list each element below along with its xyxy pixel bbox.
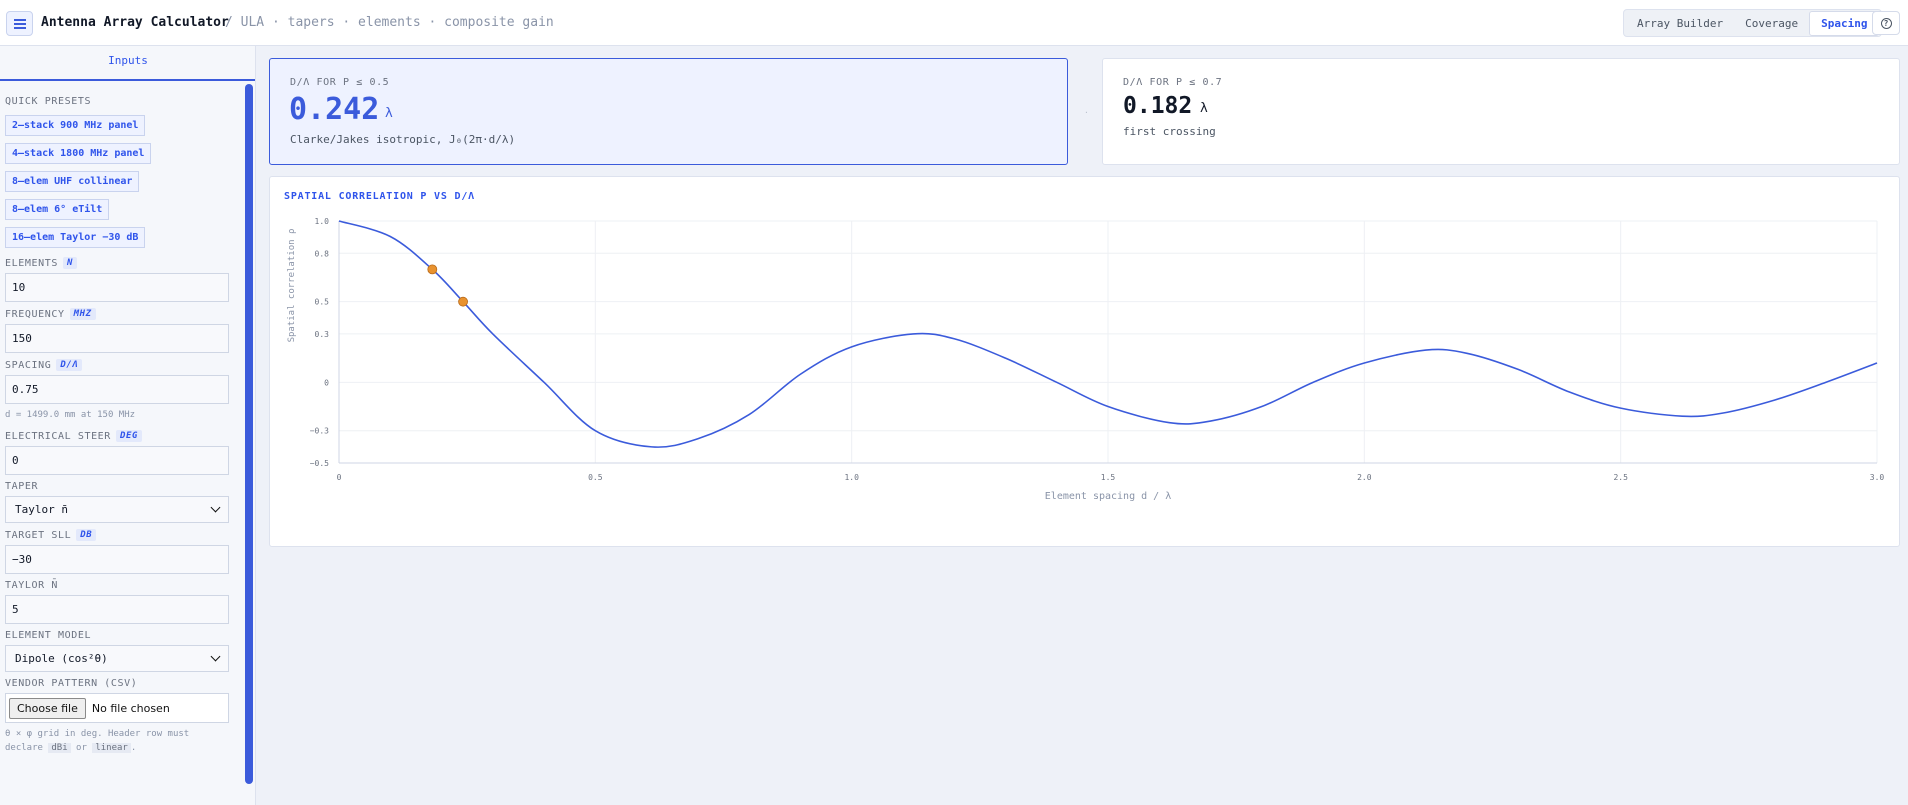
spacing-label-text: SPACING <box>5 359 52 371</box>
hamburger-icon <box>13 19 26 29</box>
x-tick-label: 0.5 <box>588 473 603 482</box>
kpi-card-rho-07: D/Λ FOR Ρ ≤ 0.7 0.182 λ first crossing <box>1102 58 1900 165</box>
taper-select[interactable]: Taylor n̄ <box>5 496 229 523</box>
preset-button[interactable]: 4–stack 1800 MHz panel <box>5 143 152 164</box>
help-button[interactable]: ? <box>1872 11 1900 35</box>
vendor-pattern-file-input: Choose file No file chosen <box>5 693 229 723</box>
target-sll-unit: DB <box>76 529 97 541</box>
y-tick-label: 0.3 <box>315 330 330 339</box>
y-tick-label: 0.5 <box>315 298 330 307</box>
elements-unit: N <box>62 257 77 269</box>
taylor-nbar-input[interactable] <box>5 595 229 624</box>
correlation-chart: 1.0 0.8 0.5 0.3 0 −0.3 −0.5 0 0.5 1.0 1.5 2.0 2.5 3.0… <box>287 217 1885 502</box>
kpi-unit: λ <box>385 106 393 121</box>
chart-title: SPATIAL CORRELATION Ρ VS D/Λ <box>284 191 475 202</box>
threshold-marker <box>458 296 468 307</box>
tab-inputs[interactable]: Inputs <box>0 46 255 81</box>
menu-button[interactable] <box>6 11 33 36</box>
x-tick-label: 2.0 <box>1357 473 1372 482</box>
kpi-value: 0.182 <box>1123 93 1193 119</box>
frequency-label: FREQUENCY MHZ <box>5 308 230 320</box>
frequency-label-text: FREQUENCY <box>5 308 65 320</box>
correlation-series-line <box>338 220 1878 448</box>
target-sll-input[interactable] <box>5 545 229 574</box>
elements-label-text: ELEMENTS <box>5 257 58 269</box>
preset-button[interactable]: 8–elem 6° eTilt <box>5 199 110 220</box>
vendor-hint-text-a: θ × φ grid in deg. Header row must decla… <box>5 729 190 753</box>
kpi-subtitle: first crossing <box>1123 125 1216 138</box>
y-tick-label: 0 <box>324 378 329 387</box>
file-status: No file chosen <box>91 701 170 715</box>
correlation-chart-card: SPATIAL CORRELATION Ρ VS D/Λ 1.0 0.8 0.5 0.… <box>269 176 1900 547</box>
target-sll-label-text: TARGET SLL <box>5 529 72 541</box>
kpi-label: D/Λ FOR Ρ ≤ 0.5 <box>290 77 390 88</box>
y-tick-label: −0.3 <box>310 427 329 436</box>
tab-spacing[interactable]: Spacing <box>1809 10 1880 36</box>
tab-coverage[interactable]: Coverage <box>1745 16 1799 30</box>
y-axis-label: Spatial correlation ρ <box>287 229 297 343</box>
steer-unit: DEG <box>115 430 142 442</box>
y-tick-label: 1.0 <box>315 217 330 226</box>
x-tick-label: 1.5 <box>1101 473 1116 482</box>
target-sll-label: TARGET SLL DB <box>5 529 230 541</box>
choose-file-button[interactable]: Choose file <box>9 697 86 719</box>
x-tick-label: 0 <box>337 473 342 482</box>
steer-input[interactable] <box>5 446 229 475</box>
kpi-card-rho-05: D/Λ FOR Ρ ≤ 0.5 0.242 λ Clarke/Jakes iso… <box>269 58 1068 165</box>
presets-label: QUICK PRESETS <box>5 96 92 107</box>
chevron-down-icon <box>210 502 221 513</box>
element-model-value: Dipole (cos²θ) <box>15 652 108 665</box>
element-model-label: ELEMENT MODEL <box>5 630 92 641</box>
steer-label-text: ELECTRICAL STEER <box>5 430 111 442</box>
taper-label: TAPER <box>5 481 39 492</box>
taper-value: Taylor n̄ <box>15 503 68 516</box>
app-title: Antenna Array Calculator <box>41 15 229 30</box>
x-tick-label: 2.5 <box>1613 473 1628 482</box>
preset-button[interactable]: 16–elem Taylor −30 dB <box>5 227 146 248</box>
preset-button[interactable]: 2–stack 900 MHz panel <box>5 115 146 136</box>
spacing-label: SPACING D/Λ <box>5 359 230 371</box>
sidebar: Inputs QUICK PRESETS 2–stack 900 MHz pan… <box>0 46 256 805</box>
vendor-hint-text-b: or <box>76 743 87 753</box>
sidebar-scrollbar[interactable] <box>245 84 253 784</box>
chevron-down-icon <box>210 651 221 662</box>
spacing-hint: d = 1499.0 mm at 150 MHz <box>5 410 136 420</box>
x-axis-label: Element spacing d / λ <box>1045 491 1171 502</box>
kpi-unit: λ <box>1200 101 1208 116</box>
spacing-unit: D/Λ <box>56 359 83 371</box>
x-tick-label: 3.0 <box>1870 473 1885 482</box>
vendor-pattern-label: VENDOR PATTERN (CSV) <box>5 678 138 689</box>
view-tabs: Array Builder Coverage Spacing <box>1623 9 1883 37</box>
vendor-hint-code-linear: linear <box>92 743 131 753</box>
vendor-hint-code-dbi: dBi <box>48 743 71 753</box>
help-icon: ? <box>1880 17 1892 29</box>
elements-input[interactable] <box>5 273 229 302</box>
x-tick-label: 1.0 <box>844 473 859 482</box>
vendor-pattern-hint: θ × φ grid in deg. Header row must decla… <box>5 727 230 755</box>
tab-array-builder[interactable]: Array Builder <box>1637 16 1724 30</box>
frequency-unit: MHZ <box>69 308 96 320</box>
element-model-select[interactable]: Dipole (cos²θ) <box>5 645 229 672</box>
frequency-input[interactable] <box>5 324 229 353</box>
kpi-subtitle: Clarke/Jakes isotropic, J₀(2π·d/λ) <box>290 133 516 146</box>
threshold-marker <box>427 264 438 275</box>
breadcrumb: / ULA · tapers · elements · composite ga… <box>225 15 554 30</box>
steer-label: ELECTRICAL STEER DEG <box>5 430 230 442</box>
kpi-label: D/Λ FOR Ρ ≤ 0.7 <box>1123 77 1223 88</box>
spacing-input[interactable] <box>5 375 229 404</box>
card-separator: · <box>1084 108 1089 117</box>
y-tick-label: −0.5 <box>310 459 329 468</box>
app-header: Antenna Array Calculator / ULA · tapers … <box>0 0 1908 46</box>
preset-button[interactable]: 8–elem UHF collinear <box>5 171 140 192</box>
vendor-hint-text-c: . <box>130 743 137 753</box>
inputs-panel: QUICK PRESETS 2–stack 900 MHz panel 4–st… <box>5 94 230 763</box>
taylor-nbar-label: TAYLOR N̄ <box>5 580 58 591</box>
elements-label: ELEMENTS N <box>5 257 230 269</box>
y-tick-label: 0.8 <box>315 249 330 258</box>
kpi-value: 0.242 <box>289 92 380 127</box>
